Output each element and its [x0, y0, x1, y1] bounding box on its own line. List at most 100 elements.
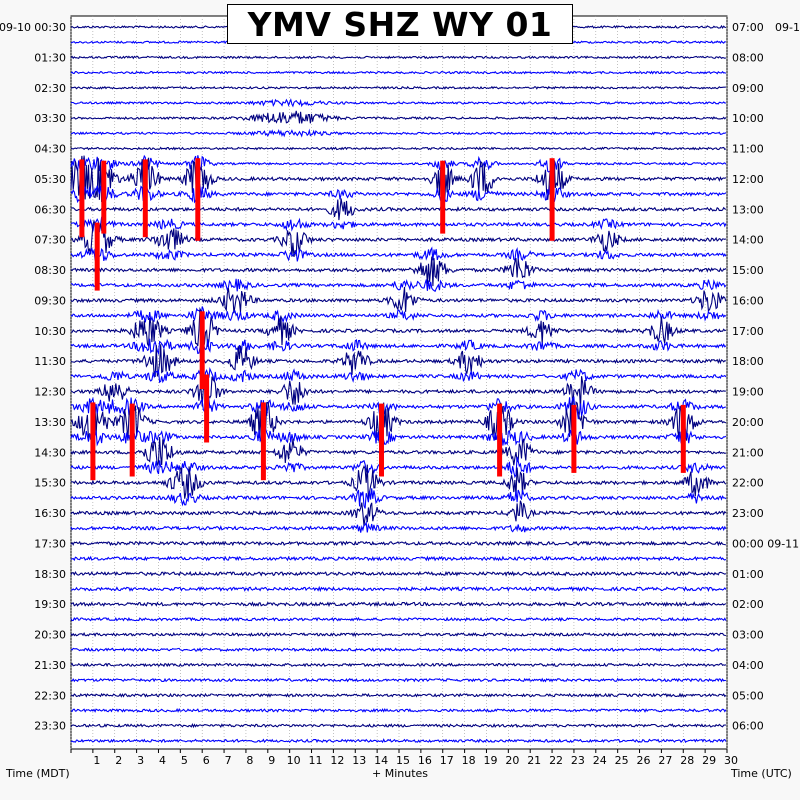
x-tick-label: 25: [615, 754, 629, 767]
left-time-label: 20:30: [34, 629, 66, 642]
trace-line: [71, 585, 727, 593]
right-time-label: 15:00: [732, 264, 764, 277]
trace-line: [70, 219, 727, 257]
trace-line: [70, 723, 726, 729]
right-time-label: 14:00: [732, 234, 764, 247]
left-time-label: 23:30: [34, 720, 66, 733]
clipped-event: [94, 222, 100, 291]
right-time-label: 20:00: [732, 416, 764, 429]
clipped-event: [571, 404, 577, 473]
trace-line: [70, 647, 727, 653]
seismic-traces: [70, 24, 727, 744]
right-time-label: 00:00 09-11: [732, 537, 799, 550]
x-tick-label: 29: [702, 754, 716, 767]
trace-line: [70, 401, 727, 443]
right-time-label: 22:00: [732, 477, 764, 490]
trace-line: [70, 286, 727, 314]
x-tick-label: 7: [225, 754, 232, 767]
left-time-label: 07:30: [34, 234, 66, 247]
trace-line: [71, 306, 727, 350]
left-time-label: 02:30: [34, 82, 66, 95]
clipped-event: [129, 403, 135, 477]
left-time-label: 08:30: [34, 264, 66, 277]
trace-line: [70, 256, 727, 287]
right-time-label: 13:00: [732, 203, 764, 216]
trace-line: [70, 520, 727, 533]
x-tick-label: 1: [93, 754, 100, 767]
trace-line: [70, 662, 727, 668]
trace-line: [70, 128, 727, 138]
trace-line: [70, 500, 727, 526]
trace-line: [70, 677, 726, 683]
right-time-label: 07:00: [732, 21, 764, 34]
right-axis-title: Time (UTC): [730, 767, 792, 780]
right-time-label: 19:00: [732, 386, 764, 399]
trace-line: [70, 436, 727, 466]
clipped-event: [497, 403, 503, 477]
x-tick-label: 19: [483, 754, 497, 767]
x-tick-label: 24: [593, 754, 607, 767]
trace-line: [70, 246, 727, 262]
x-tick-label: 13: [352, 754, 366, 767]
chart-title: YMV SHZ WY 01: [247, 4, 553, 44]
right-time-label: 16:00: [732, 294, 764, 307]
left-time-label: 18:30: [34, 568, 66, 581]
left-time-label: 01:30: [34, 51, 66, 64]
x-tick-label: 5: [181, 754, 188, 767]
right-time-label: 11:00: [732, 143, 764, 156]
x-tick-label: 30: [724, 754, 738, 767]
x-tick-label: 22: [549, 754, 563, 767]
left-time-label: 11:30: [34, 355, 66, 368]
x-tick-label: 10: [287, 754, 301, 767]
x-axis-label: + Minutes: [372, 767, 428, 780]
x-tick-label: 26: [637, 754, 651, 767]
trace-line: [70, 555, 727, 562]
x-tick-label: 9: [268, 754, 275, 767]
left-time-label: 10:30: [34, 325, 66, 338]
clipped-event: [204, 374, 210, 443]
x-tick-label: 8: [246, 754, 253, 767]
left-time-label: 12:30: [34, 386, 66, 399]
x-tick-label: 23: [571, 754, 585, 767]
trace-line: [70, 376, 726, 409]
clipped-event: [142, 159, 148, 238]
trace-line: [70, 278, 727, 293]
trace-line: [70, 692, 727, 698]
trace-line: [70, 155, 727, 203]
clipped-event: [440, 160, 446, 234]
x-tick-label: 2: [115, 754, 122, 767]
trace-line: [70, 183, 727, 204]
clipped-event: [260, 402, 266, 481]
trace-line: [70, 306, 727, 324]
right-time-label: 21:00: [732, 446, 764, 459]
clipped-event: [101, 160, 107, 234]
left-time-label: 05:30: [34, 173, 66, 186]
right-time-label: 06:00: [732, 720, 764, 733]
chart-title-box: YMV SHZ WY 01: [227, 4, 573, 44]
left-time-label: 15:30: [34, 477, 66, 490]
x-tick-label: 21: [527, 754, 541, 767]
x-tick-label: 4: [159, 754, 166, 767]
x-tick-label: 12: [330, 754, 344, 767]
left-time-label: 19:30: [34, 598, 66, 611]
right-date-label: 09-1: [775, 21, 800, 34]
trace-line: [70, 344, 726, 378]
right-time-label: 01:00: [732, 568, 764, 581]
left-time-labels: 00:30 01:30 02:30 03:30 04:30 05:30 06:30 07:30…: [34, 21, 66, 733]
right-time-label: 03:00: [732, 629, 764, 642]
left-time-label: 06:30: [34, 203, 66, 216]
trace-line: [70, 154, 727, 174]
trace-line: [70, 98, 726, 108]
clipped-event: [79, 159, 85, 238]
clipped-event: [195, 158, 201, 241]
left-time-label: 21:30: [34, 659, 66, 672]
right-time-label: 05:00: [732, 689, 764, 702]
trace-line: [70, 110, 727, 124]
x-tick-label: 15: [396, 754, 410, 767]
clipped-event: [680, 404, 686, 473]
trace-line: [70, 631, 726, 638]
x-tick-label: 11: [309, 754, 323, 767]
trace-line: [70, 85, 726, 90]
trace-line: [70, 70, 727, 75]
left-time-label: 17:30: [34, 537, 66, 550]
